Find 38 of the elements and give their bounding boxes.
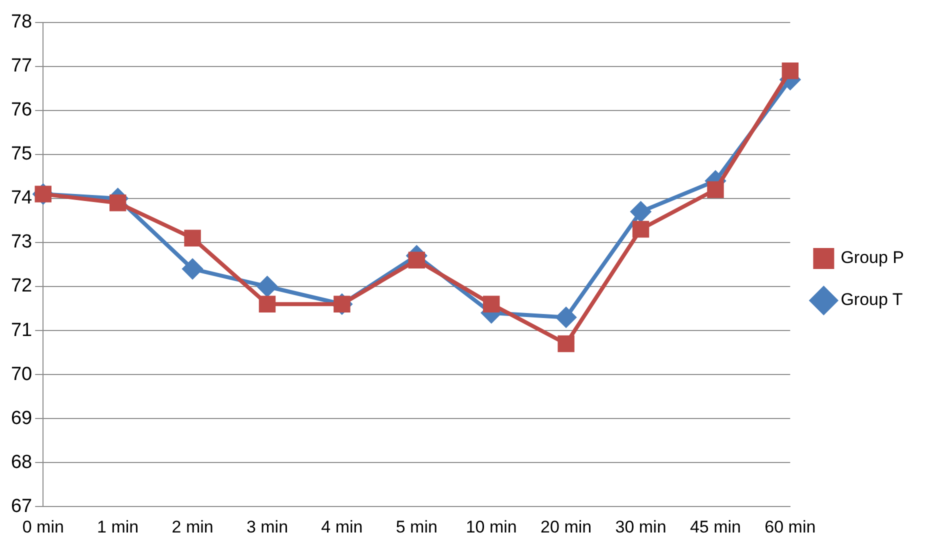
y-tick-label: 71	[10, 320, 32, 341]
y-tick-label: 75	[10, 144, 32, 165]
x-tick-label: 3 min	[246, 517, 288, 536]
x-tick-label: 1 min	[97, 517, 139, 536]
x-tick-label: 5 min	[396, 517, 438, 536]
y-tick-label: 74	[10, 188, 33, 209]
y-tick-label: 76	[10, 100, 32, 121]
point	[408, 252, 426, 268]
point	[182, 258, 203, 279]
point	[782, 62, 799, 80]
y-tick-label: 73	[10, 232, 32, 253]
x-tick-label: 60 min	[764, 517, 816, 536]
point	[258, 296, 276, 312]
y-tick-label: 77	[10, 56, 32, 77]
point	[483, 296, 500, 312]
y-tick-label: 67	[10, 496, 32, 517]
y-tick-label: 72	[10, 276, 32, 297]
point	[707, 181, 724, 198]
point	[184, 230, 201, 246]
y-tick-label: 68	[10, 452, 32, 473]
x-tick-label: 30 min	[615, 517, 666, 536]
x-tick-label: 2 min	[172, 517, 214, 536]
x-tick-label: 45 min	[690, 517, 741, 536]
point	[257, 276, 278, 297]
point	[630, 202, 651, 222]
legend-label: Group P	[840, 248, 904, 268]
x-tick-label: 10 min	[466, 517, 517, 536]
point	[556, 307, 576, 328]
x-tick-label: 20 min	[540, 517, 592, 536]
y-tick-label: 70	[10, 364, 32, 385]
point	[558, 335, 574, 352]
point	[109, 194, 126, 212]
legend-label: Group T	[840, 290, 903, 310]
x-tick-label: 4 min	[321, 517, 363, 536]
y-tick-label: 78	[10, 12, 32, 33]
y-tick-label: 69	[10, 408, 32, 429]
point	[632, 220, 650, 238]
x-tick-label: 0 min	[22, 517, 64, 536]
